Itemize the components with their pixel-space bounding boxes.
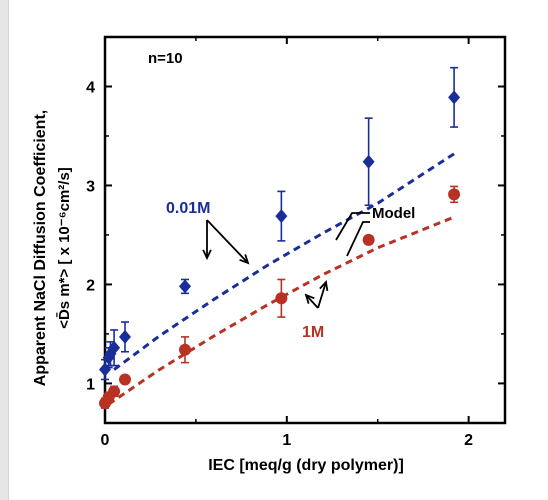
data-point-circle (362, 233, 375, 246)
label-0-01M: 0.01M (166, 200, 210, 217)
data-point-circle (119, 373, 131, 386)
arrow-1M-up (317, 281, 327, 309)
plot-frame (103, 35, 507, 425)
y-tick-label: 2 (86, 277, 95, 294)
data-point-diamond (275, 209, 288, 224)
x-tick-label: 0 (101, 432, 110, 449)
data-point-circle (275, 292, 288, 305)
y-axis-label-group: Apparent NaCl Diffusion Coefficient, <D̄… (32, 110, 73, 386)
n-label: n=10 (148, 50, 183, 67)
arrow-001M-diag (206, 219, 249, 264)
data-point-diamond (99, 362, 111, 377)
x-tick-label: 1 (282, 432, 291, 449)
x-axis-label: IEC [meq/g (dry polymer)] (208, 457, 404, 474)
y-tick-label: 4 (86, 79, 95, 96)
model-curve-0.01M (113, 152, 455, 371)
label-model: Model (372, 205, 415, 222)
data-point-circle (448, 188, 461, 201)
model-curve-1M (107, 215, 455, 406)
page-edge (0, 0, 9, 500)
data-point-diamond (362, 154, 375, 169)
y-tick-label: 3 (86, 178, 95, 195)
data-markers (99, 90, 461, 410)
data-point-diamond (179, 279, 191, 294)
data-point-diamond (119, 329, 131, 344)
arrow-1M-up-head (319, 280, 329, 292)
data-point-diamond (108, 340, 121, 355)
data-point-circle (108, 385, 121, 398)
data-point-circle (179, 343, 191, 356)
data-point-diamond (448, 90, 461, 105)
arrow-001M-down-head (202, 249, 212, 261)
arrow-001M-diag-head (239, 254, 250, 265)
y-tick-label: 1 (86, 376, 95, 393)
y-axis-label-line2: <D̄s m*> [ x 10⁻⁶cm²/s] (55, 167, 73, 329)
x-tick-label: 2 (464, 432, 473, 449)
label-1M: 1M (302, 324, 324, 341)
model-pointer-upper (335, 212, 370, 241)
annotation-arrows (202, 212, 370, 309)
model-pointer-lower (346, 221, 370, 257)
y-axis-label-line1: Apparent NaCl Diffusion Coefficient, (32, 110, 49, 386)
model-curves (107, 152, 455, 406)
axis-ticks: 0 1 2 1 2 3 4 (86, 37, 505, 449)
arrow-1M-left (305, 294, 319, 309)
arrow-1M-left-head (304, 293, 315, 304)
